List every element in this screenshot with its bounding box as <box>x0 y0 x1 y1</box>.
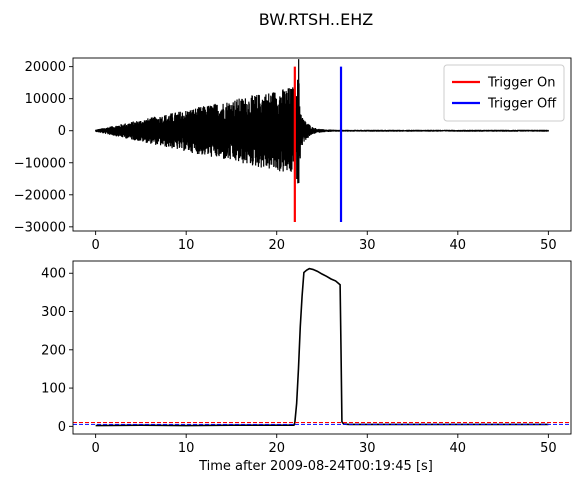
waveform-trace <box>95 59 549 184</box>
y-tick-label: −20000 <box>14 188 66 203</box>
x-tick-label: 20 <box>268 441 285 456</box>
legend-label-trigger-off: Trigger Off <box>487 97 557 112</box>
axes-frame <box>72 260 572 435</box>
x-tick-label: 20 <box>268 238 285 253</box>
x-tick-label: 0 <box>91 441 99 456</box>
plot-area <box>95 59 549 223</box>
characteristic-function-line <box>95 267 549 427</box>
y-tick-label: 100 <box>41 382 66 397</box>
y-tick-label: 10000 <box>25 92 66 107</box>
y-tick-label: −30000 <box>14 220 66 235</box>
y-tick-label: 20000 <box>25 60 66 75</box>
y-tick-label: 0 <box>58 420 66 435</box>
plot-area <box>73 267 571 427</box>
top-panel: 0 10 20 30 40 50 −30000 −20000 −10000 0 10000 20000… <box>14 57 572 253</box>
x-tick-label: 40 <box>450 238 467 253</box>
chart-title: BW.RTSH..EHZ <box>259 10 373 29</box>
x-tick-label: 0 <box>91 238 99 253</box>
legend-box <box>443 64 565 122</box>
y-tick-label: 400 <box>41 267 66 282</box>
y-tick-label: −10000 <box>14 156 66 171</box>
x-tick-label: 50 <box>540 238 557 253</box>
x-axis-label: Time after 2009-08-24T00:19:45 [s] <box>198 459 433 474</box>
y-tick-label: 0 <box>58 124 66 139</box>
y-tick-label: 300 <box>41 305 66 320</box>
legend-label-trigger-on: Trigger On <box>487 76 555 91</box>
x-tick-label: 10 <box>178 238 195 253</box>
y-tick-label: 200 <box>41 343 66 358</box>
x-tick-label: 30 <box>359 238 376 253</box>
x-tick-label: 10 <box>178 441 195 456</box>
x-tick-label: 30 <box>359 441 376 456</box>
bottom-panel: 0 10 20 30 40 50 0 100 200 300 400 <box>41 260 572 456</box>
axes-frame <box>72 57 572 232</box>
x-tick-label: 40 <box>450 441 467 456</box>
legend: Trigger On Trigger Off <box>443 64 565 122</box>
x-tick-label: 50 <box>540 441 557 456</box>
